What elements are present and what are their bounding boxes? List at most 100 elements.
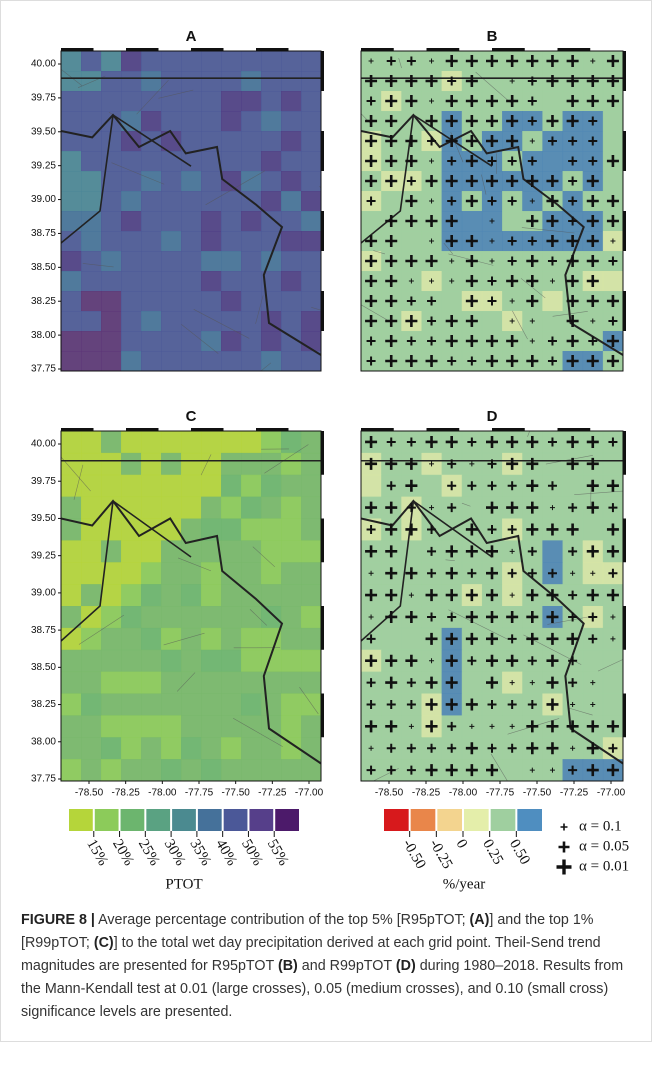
grid-cell xyxy=(261,211,282,232)
grid-cell xyxy=(301,497,322,519)
grid-cell xyxy=(603,171,624,192)
grid-cell xyxy=(381,191,402,212)
grid-cell xyxy=(121,562,142,584)
grid-cell xyxy=(101,351,122,372)
grid-cell xyxy=(301,131,322,152)
caption-text: Average percentage contribution of the t… xyxy=(95,912,470,928)
grid-cell xyxy=(281,131,302,152)
grid-cell xyxy=(81,606,102,628)
grid-cell xyxy=(81,694,102,716)
grid-cell xyxy=(161,351,182,372)
frame-bar xyxy=(558,48,591,51)
grid-cell xyxy=(301,191,322,212)
frame-bar xyxy=(256,48,289,51)
grid-cell xyxy=(141,715,162,737)
grid-cell xyxy=(442,291,463,312)
grid-cell xyxy=(542,540,563,562)
grid-cell xyxy=(81,715,102,737)
grid-cell xyxy=(261,475,282,497)
grid-cell xyxy=(181,759,202,781)
grid-cell xyxy=(281,51,302,72)
colorbar-box xyxy=(437,809,462,831)
grid-cell xyxy=(301,231,322,252)
x-tick-label: -77.50 xyxy=(221,788,250,799)
grid-cell xyxy=(141,291,162,312)
grid-cell xyxy=(121,131,142,152)
colorbar-label: 35% xyxy=(186,837,214,869)
grid-cell xyxy=(201,497,222,519)
grid-cell xyxy=(141,191,162,212)
grid-cell xyxy=(221,759,242,781)
grid-cell xyxy=(241,475,262,497)
grid-cell xyxy=(61,759,82,781)
grid-cell xyxy=(201,715,222,737)
grid-cell xyxy=(161,715,182,737)
grid-cell xyxy=(221,431,242,453)
grid-cell xyxy=(221,231,242,252)
grid-cell xyxy=(201,71,222,92)
grid-cell xyxy=(161,71,182,92)
grid-cell xyxy=(161,431,182,453)
grid-cell xyxy=(121,715,142,737)
grid-cell xyxy=(221,453,242,475)
map xyxy=(336,51,624,372)
grid-cell xyxy=(201,231,222,252)
frame-bar xyxy=(623,51,626,91)
grid-cell xyxy=(301,606,322,628)
grid-cell xyxy=(221,51,242,72)
grid-cell xyxy=(81,672,102,694)
grid-cell xyxy=(101,628,122,650)
x-tick-label: -77.00 xyxy=(597,788,626,799)
x-tick-label: -78.00 xyxy=(148,788,177,799)
colorbar-box xyxy=(172,809,196,831)
grid-cell xyxy=(603,131,624,152)
grid-cell xyxy=(281,271,302,292)
grid-cell xyxy=(201,111,222,132)
grid-cell xyxy=(81,51,102,72)
grid-cell xyxy=(141,51,162,72)
caption-ref: (B) xyxy=(278,958,298,974)
y-tick-label: 37.75 xyxy=(31,364,56,375)
grid-cell xyxy=(301,650,322,672)
grid-cell xyxy=(61,191,82,212)
y-tick-label: 38.75 xyxy=(31,625,56,636)
grid-cell xyxy=(61,331,82,352)
grid-cell xyxy=(241,628,262,650)
grid-cell xyxy=(201,759,222,781)
grid-cell xyxy=(201,291,222,312)
grid-cell xyxy=(141,672,162,694)
grid-cell xyxy=(61,71,82,92)
grid-cell xyxy=(121,271,142,292)
x-tick-label: -77.75 xyxy=(486,788,515,799)
frame-bar xyxy=(558,428,591,431)
x-tick-label: -78.00 xyxy=(449,788,478,799)
y-tick-label: 39.25 xyxy=(31,550,56,561)
grid-cell xyxy=(261,91,282,112)
grid-cell xyxy=(281,650,302,672)
x-tick-label: -77.50 xyxy=(523,788,552,799)
grid-cell xyxy=(281,311,302,332)
grid-cell xyxy=(201,271,222,292)
colorbar-label: 55% xyxy=(264,837,292,869)
colorbar-label: 30% xyxy=(161,837,189,869)
colorbar-box xyxy=(146,809,170,831)
frame-bar xyxy=(321,431,324,475)
grid-cell xyxy=(261,759,282,781)
frame-bar xyxy=(492,48,525,51)
grid-cell xyxy=(141,475,162,497)
grid-cell xyxy=(281,694,302,716)
grid-cell xyxy=(301,171,322,192)
grid-cell xyxy=(241,91,262,112)
grid-cell xyxy=(301,453,322,475)
grid-cell xyxy=(181,71,202,92)
grid-cell xyxy=(121,584,142,606)
grid-cell xyxy=(121,291,142,312)
grid-cell xyxy=(281,759,302,781)
grid-cell xyxy=(261,51,282,72)
grid-cell xyxy=(181,650,202,672)
grid-cell xyxy=(121,251,142,272)
grid-cell xyxy=(221,131,242,152)
grid-cell xyxy=(81,351,102,372)
y-tick-label: 38.25 xyxy=(31,699,56,710)
x-tick-label: -78.25 xyxy=(412,788,441,799)
